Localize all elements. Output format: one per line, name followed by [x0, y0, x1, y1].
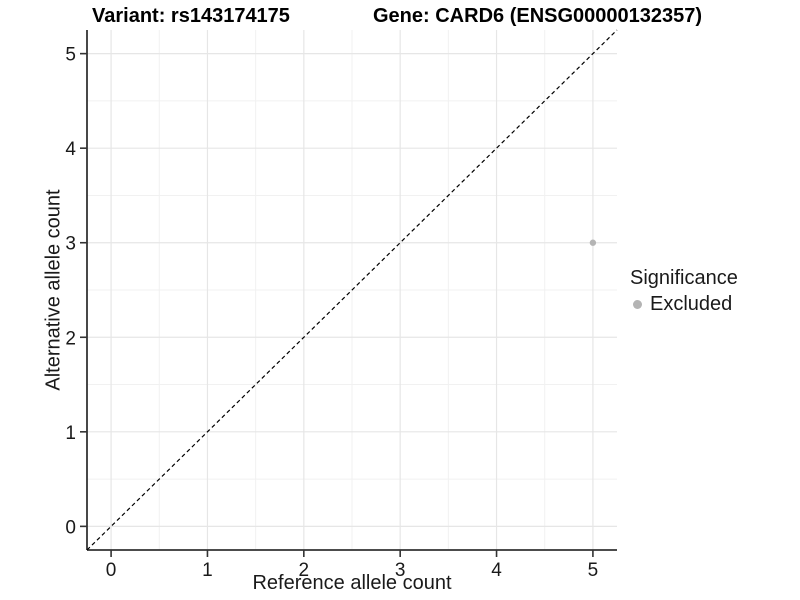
y-axis-label: Alternative allele count — [42, 189, 65, 391]
identity-reference-line — [86, 29, 618, 551]
x-tick-label: 4 — [491, 560, 502, 581]
legend-marker-circle-icon — [633, 300, 642, 309]
legend-title: Significance — [630, 267, 738, 289]
plot-title-variant: Variant: rs143174175 — [92, 5, 290, 27]
legend-item-label: Excluded — [650, 293, 733, 315]
x-tick-label: 2 — [299, 560, 310, 581]
plot-title-gene: Gene: CARD6 (ENSG00000132357) — [373, 5, 703, 27]
y-tick-label: 3 — [65, 234, 76, 255]
y-tick-label: 0 — [65, 517, 76, 538]
x-axis-label: Reference allele count — [252, 572, 452, 594]
y-tick-label: 2 — [65, 328, 76, 349]
x-tick-label: 1 — [202, 560, 213, 581]
data-point — [589, 239, 597, 246]
y-tick-label: 1 — [65, 423, 76, 444]
legend: Significance Excluded — [628, 267, 738, 316]
x-tick-label: 0 — [106, 560, 117, 581]
x-tick-label: 5 — [588, 560, 599, 581]
y-tick-label: 4 — [65, 139, 76, 160]
y-tick-label: 5 — [65, 45, 76, 66]
x-tick-label: 3 — [395, 560, 406, 581]
legend-item-excluded: Excluded — [628, 293, 738, 316]
